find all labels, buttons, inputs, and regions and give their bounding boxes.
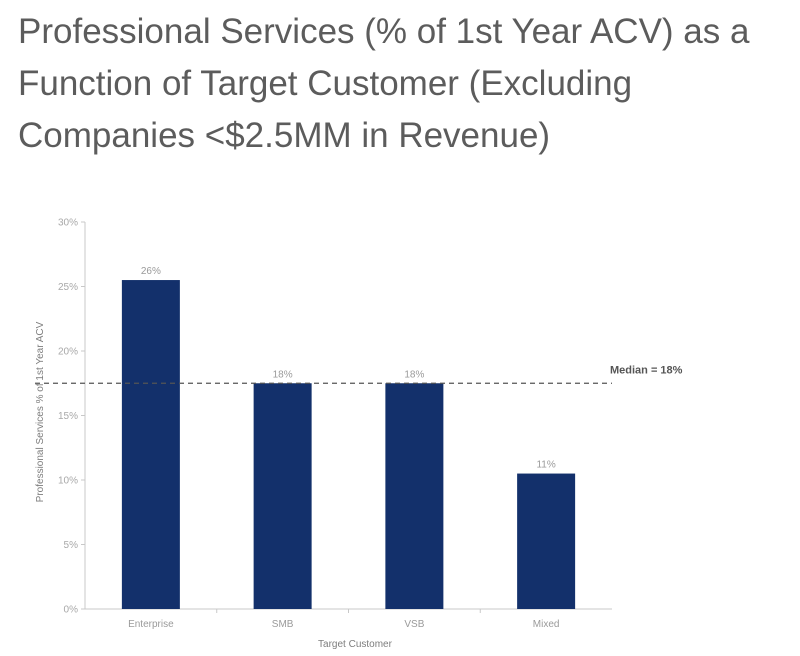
y-axis-label: Professional Services % of 1st Year ACV [35, 321, 46, 502]
median-label: Median = 18% [610, 364, 683, 376]
chart-title-line-3: Companies <$2.5MM in Revenue) [18, 116, 551, 155]
y-axis-ticks: 0% 5% 10% 15% 20% 25% 30% [58, 218, 85, 616]
bars: 26% Enterprise 18% SMB 18% VSB 11% Mixed [121, 266, 576, 630]
x-axis-label: Target Customer [318, 639, 393, 650]
y-tick-label: 10% [58, 476, 78, 487]
category-label: Enterprise [128, 619, 174, 630]
data-label: 11% [536, 460, 555, 471]
category-label: Mixed [533, 619, 560, 630]
y-tick-label: 20% [58, 347, 78, 358]
y-tick-label: 0% [64, 605, 79, 616]
chart-title-line-2: Function of Target Customer (Excluding [18, 64, 633, 103]
bar-vsb [385, 383, 444, 609]
chart-title: Professional Services (% of 1st Year ACV… [18, 6, 788, 162]
data-label: 26% [141, 266, 161, 277]
median-reference: Median = 18% [35, 364, 683, 384]
bar-smb [253, 383, 312, 609]
bar-mixed [517, 473, 576, 609]
y-tick-label: 25% [58, 282, 78, 293]
bar-enterprise [121, 280, 180, 609]
category-label: SMB [272, 619, 294, 630]
y-tick-label: 30% [58, 218, 78, 229]
chart-title-line-1: Professional Services (% of 1st Year ACV… [18, 12, 750, 51]
y-tick-label: 15% [58, 411, 78, 422]
data-label: 18% [404, 369, 424, 380]
y-tick-label: 5% [64, 540, 79, 551]
data-label: 18% [273, 369, 293, 380]
category-label: VSB [404, 619, 424, 630]
